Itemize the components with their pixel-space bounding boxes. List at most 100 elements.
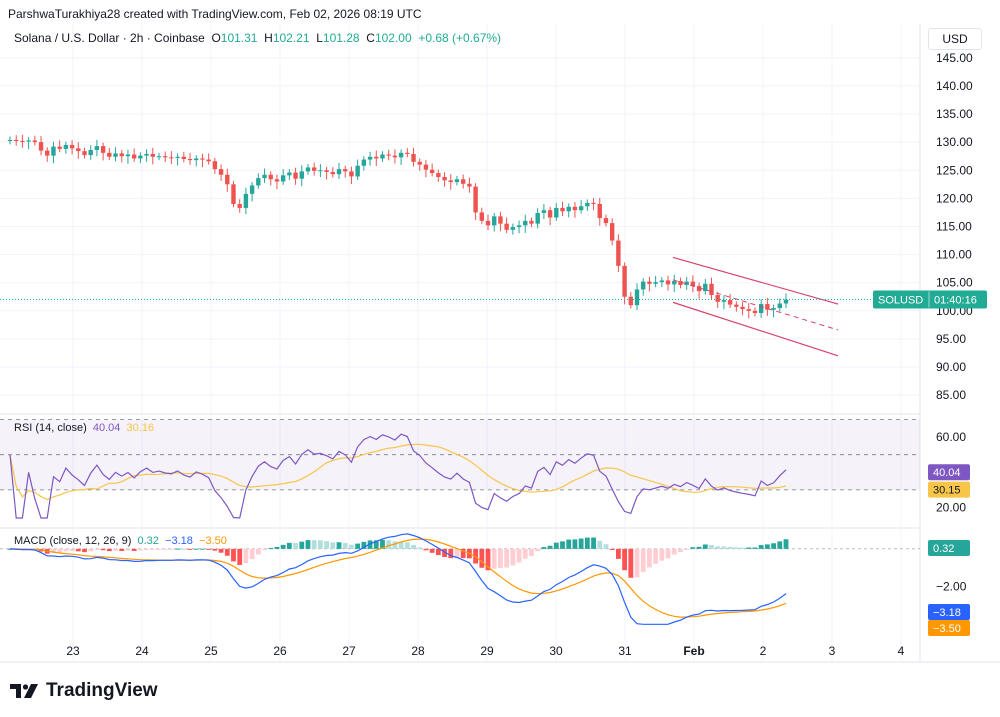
candle — [206, 159, 211, 162]
candle — [609, 223, 615, 241]
candle — [243, 193, 249, 208]
macd-histogram-bar — [727, 547, 733, 549]
macd-histogram-bar — [553, 542, 559, 549]
candle — [82, 151, 87, 156]
macd-histogram-bar — [678, 548, 683, 553]
candle — [374, 156, 379, 159]
candle — [14, 139, 19, 142]
macd-histogram-bar — [479, 548, 485, 568]
candle — [119, 153, 124, 157]
candle — [647, 281, 652, 284]
candle — [20, 141, 25, 143]
symbol-name[interactable]: Solana / U.S. Dollar · 2h · Coinbase — [14, 31, 205, 45]
candle — [628, 296, 633, 306]
candle — [287, 172, 292, 176]
rsi-tick-label: 60.00 — [936, 430, 966, 444]
rsi-ma-value: 30.16 — [126, 422, 155, 434]
tradingview-logo[interactable]: TradingView — [10, 680, 158, 702]
macd-legend[interactable]: MACD (close, 12, 26, 9) 0.32 −3.18 −3.50 — [14, 535, 227, 547]
macd-histogram-bar — [404, 542, 410, 549]
candle — [622, 265, 627, 297]
macd-histogram-bar — [286, 542, 292, 549]
candle — [653, 282, 658, 284]
price-tick-label: 130.00 — [936, 135, 973, 149]
candle — [169, 157, 174, 159]
price-tick-label: 115.00 — [936, 219, 972, 233]
macd-histogram-bar — [671, 548, 677, 555]
candle — [597, 203, 602, 219]
macd-histogram-bar — [615, 548, 621, 559]
candle — [305, 167, 311, 172]
macd-histogram-bar — [274, 546, 280, 549]
macd-histogram-bar — [665, 548, 671, 559]
candle — [26, 140, 31, 142]
last-price-tag — [873, 290, 987, 309]
macd-histogram-bar — [361, 541, 367, 549]
candle — [225, 174, 230, 185]
candle — [777, 303, 782, 308]
macd-histogram-bar — [504, 548, 510, 568]
price-tick-label: 90.00 — [936, 360, 966, 374]
candle — [231, 184, 236, 204]
price-tick-label: 105.00 — [936, 276, 973, 290]
candle — [616, 240, 621, 266]
candle — [541, 210, 547, 213]
macd-signal-value: −3.50 — [199, 535, 227, 547]
candle — [709, 283, 714, 296]
candle — [460, 179, 466, 184]
price-tick-label: 120.00 — [936, 191, 973, 205]
candle — [150, 153, 155, 157]
macd-hist-value: 0.32 — [137, 535, 159, 547]
candle — [504, 223, 509, 230]
candle — [237, 203, 242, 208]
symbol-legend: Solana / U.S. Dollar · 2h · Coinbase O10… — [14, 31, 502, 45]
macd-histogram-bar — [88, 548, 94, 552]
time-tick-label: 25 — [204, 644, 218, 658]
macd-histogram-bar — [94, 548, 100, 550]
macd-histogram-bar — [603, 544, 609, 549]
macd-histogram-bar — [690, 547, 696, 549]
brand-name: TradingView — [46, 680, 158, 701]
macd-histogram-bar — [715, 546, 721, 549]
candle — [76, 148, 81, 152]
macd-histogram-bar — [696, 546, 702, 549]
currency-button[interactable]: USD — [928, 28, 982, 50]
candle — [405, 152, 410, 154]
macd-histogram-bar — [386, 540, 392, 549]
candle — [634, 289, 640, 306]
candle — [529, 220, 534, 224]
macd-axis-tag — [928, 540, 970, 556]
macd-histogram-bar — [752, 547, 758, 549]
candle — [355, 165, 360, 177]
candle — [343, 169, 348, 172]
candle — [57, 146, 62, 149]
macd-histogram-bar — [280, 544, 286, 549]
rsi-legend[interactable]: RSI (14, close) 40.04 30.16 — [14, 422, 154, 434]
macd-histogram-bar — [119, 548, 125, 552]
macd-histogram-bar — [653, 548, 659, 564]
candle — [380, 154, 385, 159]
macd-histogram-bar — [342, 542, 348, 549]
macd-histogram-bar — [144, 548, 149, 550]
macd-line — [9, 533, 787, 625]
macd-histogram-bar — [541, 547, 547, 549]
rsi-axis-tag-text: 40.04 — [933, 467, 961, 479]
macd-histogram-bar — [57, 548, 63, 553]
macd-histogram-bar — [311, 540, 317, 549]
candle — [32, 140, 38, 143]
candle — [665, 280, 671, 285]
channel-mid-line — [672, 279, 839, 331]
macd-histogram-bar — [578, 538, 584, 549]
macd-histogram-bar — [373, 540, 379, 549]
macd-histogram-bar — [349, 544, 354, 549]
macd-histogram-bar — [609, 548, 615, 551]
time-tick-label: 3 — [829, 644, 836, 658]
candle — [336, 169, 342, 175]
time-tick-label: 31 — [618, 644, 632, 658]
macd-histogram-bar — [175, 548, 181, 550]
candle — [131, 154, 137, 159]
candle — [398, 152, 404, 158]
macd-histogram-bar — [597, 540, 603, 549]
macd-histogram-bar — [299, 541, 305, 549]
